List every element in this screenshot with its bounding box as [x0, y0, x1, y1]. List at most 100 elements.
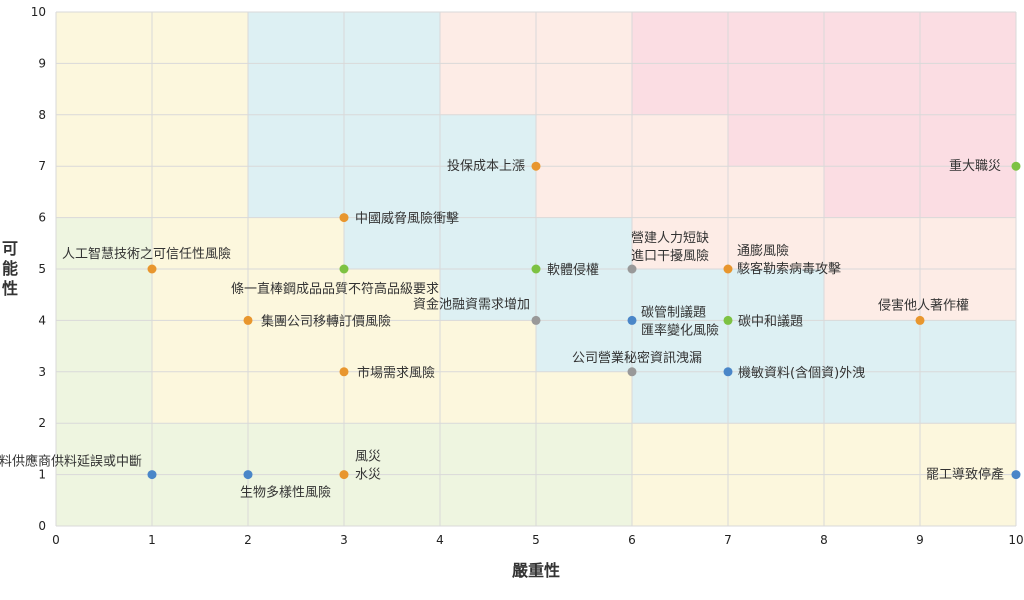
data-point-label: 原料供應商供料延誤或中斷: [0, 454, 142, 470]
data-point: [339, 264, 349, 274]
y-tick-label: 4: [38, 313, 46, 327]
data-point: [627, 367, 637, 377]
data-point: [147, 264, 157, 274]
data-point-label: 風災水災: [355, 450, 381, 483]
data-point: [1011, 161, 1021, 171]
y-axis-ticks: 0 1 2 3 4 5 6 7 8 9 10: [31, 5, 46, 533]
data-point: [723, 367, 733, 377]
x-axis-ticks: 0 1 2 3 4 5 6 7 8 9 10: [52, 533, 1023, 547]
data-point-label-line: 機敏資料(含個資)外洩: [738, 365, 865, 381]
y-axis-title-char: 可: [2, 239, 18, 258]
data-point: [243, 470, 253, 480]
data-point-label-line: 重大職災: [949, 158, 1001, 174]
y-tick-label: 10: [31, 5, 46, 19]
data-point-label: 碳中和議題: [738, 314, 803, 329]
data-point-label-line: 條一直棒鋼成品品質不符高品級要求: [231, 281, 439, 297]
data-point: [1011, 470, 1021, 480]
data-point-label-line: 集團公司移轉訂價風險: [261, 313, 391, 329]
data-point-label-line: 營建人力短缺: [631, 231, 709, 246]
data-point-label-line: 通膨風險: [737, 244, 789, 259]
y-axis-title-char: 性: [2, 279, 18, 298]
data-point: [339, 470, 349, 480]
data-point: [147, 470, 157, 480]
data-point: [531, 264, 541, 274]
data-point-label-line: 匯率變化風險: [641, 322, 719, 338]
data-point: [531, 161, 541, 171]
x-tick-label: 7: [724, 533, 732, 547]
data-points: [147, 161, 1021, 480]
data-point: [339, 213, 349, 223]
y-tick-label: 5: [38, 262, 46, 276]
y-tick-label: 8: [38, 108, 46, 122]
data-point-label: 重大職災: [949, 158, 1001, 174]
x-axis-title: 嚴重性: [512, 561, 560, 580]
risk-zone: [536, 217, 632, 372]
data-point-label: 資金池融資需求增加: [413, 296, 530, 312]
x-tick-label: 9: [916, 533, 924, 547]
data-point-label: 投保成本上漲: [447, 158, 525, 174]
data-point-label-line: 資金池融資需求增加: [413, 296, 530, 312]
data-point-label-line: 碳中和議題: [738, 314, 803, 329]
data-point-label: 罷工導致停產: [926, 467, 1004, 483]
data-point-label: 生物多樣性風險: [240, 485, 331, 501]
data-point-label: 營建人力短缺進口干擾風險: [631, 231, 709, 264]
data-point-label: 中國威脅風險衝擊: [355, 211, 459, 227]
data-point: [243, 315, 253, 325]
data-point-label: 人工智慧技術之可信任性風險: [62, 246, 231, 262]
data-point: [531, 315, 541, 325]
y-tick-label: 7: [38, 159, 46, 173]
data-point-label-line: 公司營業秘密資訊洩漏: [572, 350, 702, 366]
data-point-label-line: 風災: [355, 450, 381, 465]
y-tick-label: 6: [38, 211, 46, 225]
data-point-label-line: 市場需求風險: [357, 365, 435, 381]
data-point-label: 機敏資料(含個資)外洩: [738, 365, 865, 381]
y-axis-title-char: 能: [2, 259, 18, 278]
data-point-label: 集團公司移轉訂價風險: [261, 313, 391, 329]
x-tick-label: 2: [244, 533, 252, 547]
y-axis-title: 可能性: [2, 239, 18, 298]
data-point-label: 軟體侵權: [547, 262, 599, 278]
data-point-label-line: 駭客勒索病毒攻擊: [737, 261, 841, 277]
risk-zone: [728, 114, 1016, 167]
data-point: [915, 315, 925, 325]
y-tick-label: 3: [38, 365, 46, 379]
y-tick-label: 9: [38, 56, 46, 70]
x-tick-label: 3: [340, 533, 348, 547]
x-tick-label: 6: [628, 533, 636, 547]
data-point: [339, 367, 349, 377]
data-point-label-line: 人工智慧技術之可信任性風險: [62, 246, 231, 262]
data-point-label-line: 碳管制議題: [641, 305, 706, 320]
data-point-label-line: 水災: [355, 468, 381, 483]
y-tick-label: 2: [38, 416, 46, 430]
x-tick-label: 1: [148, 533, 156, 547]
x-tick-label: 10: [1008, 533, 1023, 547]
x-tick-label: 5: [532, 533, 540, 547]
data-point-label-line: 投保成本上漲: [447, 158, 525, 174]
data-point-label: 碳管制議題匯率變化風險: [641, 305, 719, 338]
data-point-label-line: 罷工導致停產: [926, 467, 1004, 483]
data-point-label-line: 中國威脅風險衝擊: [355, 211, 459, 227]
data-point-label-line: 進口干擾風險: [631, 248, 709, 264]
data-point: [627, 264, 637, 274]
data-point-label-line: 侵害他人著作權: [878, 297, 969, 313]
data-point-label: 侵害他人著作權: [878, 297, 969, 313]
x-tick-label: 8: [820, 533, 828, 547]
data-point-label-line: 生物多樣性風險: [240, 485, 331, 501]
data-point-label: 條一直棒鋼成品品質不符高品級要求: [231, 281, 439, 297]
data-point-label: 通膨風險駭客勒索病毒攻擊: [737, 244, 841, 277]
data-point: [723, 264, 733, 274]
x-tick-label: 4: [436, 533, 444, 547]
data-point-label-line: 原料供應商供料延誤或中斷: [0, 454, 142, 470]
y-tick-label: 1: [38, 468, 46, 482]
data-point-label-line: 軟體侵權: [547, 262, 599, 278]
data-point-label: 公司營業秘密資訊洩漏: [572, 350, 702, 366]
x-tick-label: 0: [52, 533, 60, 547]
data-point: [723, 315, 733, 325]
risk-zone: [728, 166, 824, 218]
data-point-label: 市場需求風險: [357, 365, 435, 381]
data-point: [627, 315, 637, 325]
risk-zone: [344, 217, 440, 269]
y-tick-label: 0: [38, 519, 46, 533]
